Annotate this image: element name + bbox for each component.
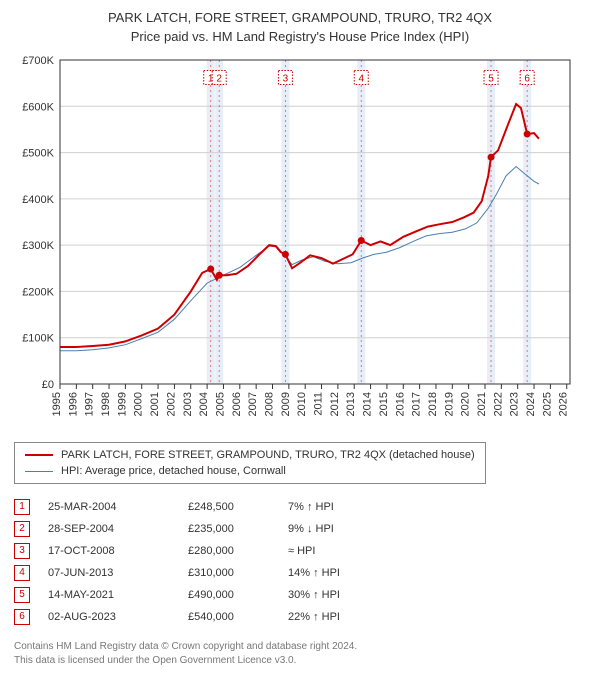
svg-text:2017: 2017: [411, 392, 423, 416]
sale-date: 28-SEP-2004: [48, 518, 188, 540]
svg-text:£300K: £300K: [22, 240, 54, 252]
svg-text:2004: 2004: [198, 392, 210, 416]
sale-number-box: 5: [14, 587, 30, 603]
sale-number-box: 6: [14, 609, 30, 625]
svg-text:2003: 2003: [182, 392, 194, 416]
legend-swatch-blue: [25, 471, 53, 472]
sale-number-box: 1: [14, 499, 30, 515]
sales-table: 1 25-MAR-2004£248,5007% ↑ HPI 2 28-SEP-2004…: [14, 496, 398, 628]
svg-text:3: 3: [283, 74, 289, 85]
page-subtitle: Price paid vs. HM Land Registry's House …: [14, 29, 586, 44]
svg-text:2019: 2019: [443, 392, 455, 416]
sale-date: 02-AUG-2023: [48, 606, 188, 628]
svg-text:2024: 2024: [525, 392, 537, 416]
page-title: PARK LATCH, FORE STREET, GRAMPOUND, TRUR…: [14, 10, 586, 25]
price-chart: £0 £100K £200K £300K £400K £500K £600K £700K 199…: [14, 52, 580, 432]
footer-line1: Contains HM Land Registry data © Crown c…: [14, 640, 586, 654]
sale-date: 25-MAR-2004: [48, 496, 188, 518]
svg-text:2002: 2002: [165, 392, 177, 416]
svg-text:2001: 2001: [149, 392, 161, 416]
svg-text:1996: 1996: [67, 392, 79, 416]
sale-price: £280,000: [188, 540, 288, 562]
footer: Contains HM Land Registry data © Crown c…: [14, 640, 586, 668]
sale-date: 17-OCT-2008: [48, 540, 188, 562]
svg-text:2015: 2015: [378, 392, 390, 416]
sale-diff: 9% ↓ HPI: [288, 518, 398, 540]
sale-price: £310,000: [188, 562, 288, 584]
svg-text:1995: 1995: [51, 392, 63, 416]
svg-text:2009: 2009: [280, 392, 292, 416]
sale-diff: 30% ↑ HPI: [288, 584, 398, 606]
table-row: 4 07-JUN-2013£310,00014% ↑ HPI: [14, 562, 398, 584]
sale-price: £490,000: [188, 584, 288, 606]
table-row: 1 25-MAR-2004£248,5007% ↑ HPI: [14, 496, 398, 518]
sale-date: 14-MAY-2021: [48, 584, 188, 606]
svg-text:2012: 2012: [329, 392, 341, 416]
sale-number-box: 4: [14, 565, 30, 581]
svg-text:£200K: £200K: [22, 286, 54, 298]
svg-text:2007: 2007: [247, 392, 259, 416]
svg-text:£400K: £400K: [22, 194, 54, 206]
svg-text:6: 6: [524, 74, 530, 85]
svg-text:2010: 2010: [296, 392, 308, 416]
chart-area: £0 £100K £200K £300K £400K £500K £600K £700K 199…: [14, 52, 586, 432]
svg-text:2023: 2023: [509, 392, 521, 416]
svg-text:2018: 2018: [427, 392, 439, 416]
svg-text:£0: £0: [42, 379, 54, 391]
svg-text:£700K: £700K: [22, 55, 54, 67]
svg-text:2008: 2008: [264, 392, 276, 416]
svg-text:1998: 1998: [100, 392, 112, 416]
svg-text:2016: 2016: [394, 392, 406, 416]
legend-label-blue: HPI: Average price, detached house, Corn…: [61, 465, 286, 477]
sale-diff: 22% ↑ HPI: [288, 606, 398, 628]
table-row: 6 02-AUG-2023£540,00022% ↑ HPI: [14, 606, 398, 628]
svg-text:1997: 1997: [84, 392, 96, 416]
svg-text:2020: 2020: [460, 392, 472, 416]
table-row: 3 17-OCT-2008£280,000≈ HPI: [14, 540, 398, 562]
legend-label-red: PARK LATCH, FORE STREET, GRAMPOUND, TRUR…: [61, 449, 475, 461]
legend: PARK LATCH, FORE STREET, GRAMPOUND, TRUR…: [14, 442, 486, 484]
svg-text:4: 4: [358, 74, 364, 85]
sale-price: £235,000: [188, 518, 288, 540]
svg-text:2000: 2000: [133, 392, 145, 416]
svg-text:2021: 2021: [476, 392, 488, 416]
svg-text:£500K: £500K: [22, 148, 54, 160]
svg-text:2025: 2025: [541, 392, 553, 416]
svg-text:£600K: £600K: [22, 101, 54, 113]
sale-diff: 7% ↑ HPI: [288, 496, 398, 518]
svg-text:1999: 1999: [116, 392, 128, 416]
svg-text:2022: 2022: [492, 392, 504, 416]
svg-text:2011: 2011: [313, 392, 325, 416]
sale-number-box: 3: [14, 543, 30, 559]
svg-text:2006: 2006: [231, 392, 243, 416]
legend-row-blue: HPI: Average price, detached house, Corn…: [25, 465, 475, 477]
svg-text:2: 2: [216, 74, 222, 85]
svg-text:2026: 2026: [558, 392, 570, 416]
sale-diff: 14% ↑ HPI: [288, 562, 398, 584]
legend-swatch-red: [25, 454, 53, 456]
svg-text:5: 5: [488, 74, 494, 85]
table-row: 5 14-MAY-2021£490,00030% ↑ HPI: [14, 584, 398, 606]
sale-price: £540,000: [188, 606, 288, 628]
table-row: 2 28-SEP-2004£235,0009% ↓ HPI: [14, 518, 398, 540]
footer-line2: This data is licensed under the Open Gov…: [14, 654, 586, 668]
svg-text:2014: 2014: [362, 392, 374, 416]
sale-date: 07-JUN-2013: [48, 562, 188, 584]
sale-price: £248,500: [188, 496, 288, 518]
svg-text:£100K: £100K: [22, 333, 54, 345]
svg-text:2005: 2005: [214, 392, 226, 416]
legend-row-red: PARK LATCH, FORE STREET, GRAMPOUND, TRUR…: [25, 449, 475, 461]
sale-diff: ≈ HPI: [288, 540, 398, 562]
svg-text:2013: 2013: [345, 392, 357, 416]
sale-number-box: 2: [14, 521, 30, 537]
